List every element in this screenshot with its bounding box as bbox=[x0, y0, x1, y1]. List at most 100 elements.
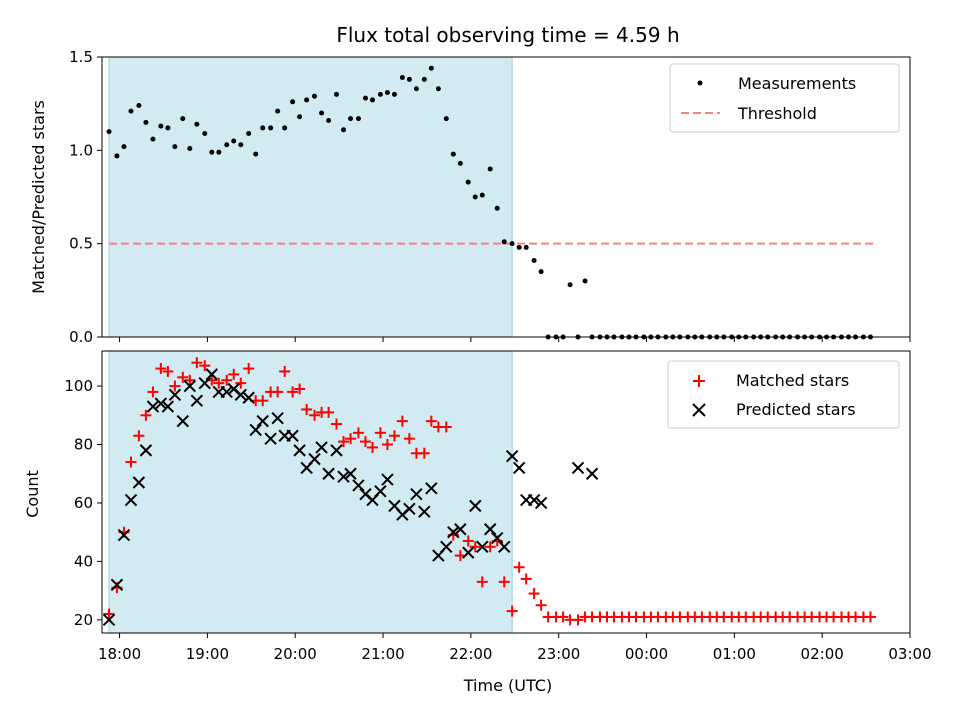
predicted-stars-points bbox=[102, 368, 599, 627]
matched-star-point bbox=[476, 576, 488, 588]
predicted-star-point bbox=[462, 546, 475, 559]
measurement-point bbox=[319, 110, 325, 116]
matched-star-point bbox=[418, 447, 430, 459]
predicted-star-point bbox=[154, 397, 168, 410]
measurement-point bbox=[297, 114, 303, 120]
predicted-star-point bbox=[205, 368, 218, 381]
predicted-star-point bbox=[512, 461, 526, 475]
bottom-y-tick-label: 100 bbox=[64, 377, 93, 395]
matched-star-point bbox=[155, 363, 167, 375]
measurement-point bbox=[523, 244, 529, 250]
matched-star-point bbox=[513, 561, 525, 573]
predicted-star-point bbox=[102, 613, 116, 627]
measurement-point bbox=[457, 160, 463, 166]
predicted-star-point bbox=[534, 496, 548, 510]
predicted-star-point bbox=[454, 523, 467, 536]
x-axis-label: Time (UTC) bbox=[463, 676, 552, 695]
predicted-star-point bbox=[139, 444, 153, 457]
matched-star-point bbox=[191, 357, 203, 369]
measurement-point bbox=[355, 116, 361, 122]
predicted-star-point bbox=[374, 485, 387, 498]
matched-star-point bbox=[498, 576, 510, 588]
measurement-point bbox=[472, 194, 478, 200]
measurement-point bbox=[494, 205, 500, 211]
predicted-star-point bbox=[176, 414, 190, 428]
predicted-star-point bbox=[381, 473, 394, 486]
predicted-star-point bbox=[410, 487, 423, 501]
matched-star-point bbox=[506, 605, 518, 617]
x-tick-label: 18:00 bbox=[98, 645, 141, 663]
top-y-axis-label: Matched/Predicted stars bbox=[29, 100, 48, 294]
matched-star-point bbox=[484, 541, 496, 553]
measurement-point bbox=[172, 144, 178, 150]
matched-star-point bbox=[396, 415, 408, 427]
predicted-star-point bbox=[146, 400, 160, 413]
matched-star-point bbox=[338, 436, 350, 448]
predicted-star-point bbox=[476, 540, 489, 553]
measurement-point bbox=[187, 145, 193, 151]
matched-star-point bbox=[345, 433, 357, 445]
measurement-point bbox=[143, 119, 149, 125]
top-x-ticks bbox=[119, 337, 911, 342]
matched-star-point bbox=[287, 386, 299, 398]
measurement-point bbox=[202, 131, 208, 137]
bottom-shaded-region bbox=[108, 350, 513, 634]
bottom-legend: Matched stars Predicted stars bbox=[667, 360, 900, 429]
measurement-point bbox=[384, 89, 390, 95]
bottom-legend-box bbox=[667, 360, 900, 429]
measurement-point bbox=[282, 125, 288, 131]
measurement-point bbox=[341, 127, 347, 133]
measurement-point bbox=[487, 166, 493, 172]
measurement-point bbox=[106, 129, 112, 135]
bottom-y-tick-label: 40 bbox=[74, 552, 93, 570]
bottom-y-tick-label: 20 bbox=[74, 611, 93, 629]
measurement-point bbox=[362, 95, 368, 101]
measurement-point bbox=[465, 179, 471, 185]
predicted-star-point bbox=[198, 376, 211, 390]
measurement-point bbox=[253, 151, 259, 157]
x-tick-label: 22:00 bbox=[449, 645, 492, 663]
matched-star-point bbox=[440, 421, 452, 433]
matched-star-point bbox=[403, 433, 415, 445]
measurement-point bbox=[413, 86, 419, 92]
matched-star-point bbox=[309, 409, 321, 421]
predicted-star-point bbox=[425, 482, 438, 495]
legend-matched-label: Matched stars bbox=[736, 371, 849, 390]
measurement-point bbox=[516, 244, 522, 250]
matched-star-point bbox=[272, 386, 284, 398]
matched-star-point bbox=[184, 374, 196, 386]
predicted-star-point bbox=[124, 493, 138, 507]
bottom-y-axis-label: Count bbox=[23, 470, 42, 518]
predicted-star-point bbox=[220, 385, 233, 399]
predicted-star-point bbox=[447, 525, 460, 539]
bottom-x-ticks: 18:00 19:00 20:00 21:00 22:00 23:00 00:00 01:00… bbox=[98, 633, 932, 663]
predicted-star-point bbox=[440, 540, 453, 553]
top-legend: Measurements Threshold bbox=[669, 63, 900, 133]
measurement-point bbox=[158, 123, 164, 129]
matched-star-point bbox=[469, 541, 481, 553]
measurement-point bbox=[150, 136, 156, 142]
top-y-tick-label: 1.0 bbox=[69, 141, 93, 159]
measurement-point bbox=[180, 116, 186, 122]
predicted-star-point bbox=[190, 394, 204, 407]
top-y-ticks: 0.0 0.5 1.0 1.5 bbox=[69, 48, 102, 346]
predicted-star-point bbox=[337, 470, 350, 483]
x-tick-label: 19:00 bbox=[186, 645, 229, 663]
measurement-point bbox=[479, 192, 485, 198]
top-y-tick-label: 0.0 bbox=[69, 328, 93, 346]
measurement-point bbox=[238, 142, 244, 148]
legend-matched-marker bbox=[693, 375, 705, 387]
predicted-star-point bbox=[117, 528, 131, 542]
predicted-star-point bbox=[403, 502, 416, 516]
matched-star-point bbox=[572, 614, 584, 626]
measurement-point bbox=[121, 144, 127, 150]
predicted-star-point bbox=[571, 461, 585, 475]
predicted-star-point bbox=[256, 414, 269, 428]
predicted-star-point bbox=[308, 452, 321, 466]
predicted-star-point bbox=[330, 444, 343, 457]
matched-star-point bbox=[294, 383, 306, 395]
panel-top: 0.0 0.5 1.0 1.5 Flux total observing time =… bbox=[29, 23, 911, 346]
measurement-point bbox=[435, 86, 441, 92]
x-tick-label: 20:00 bbox=[274, 645, 317, 663]
